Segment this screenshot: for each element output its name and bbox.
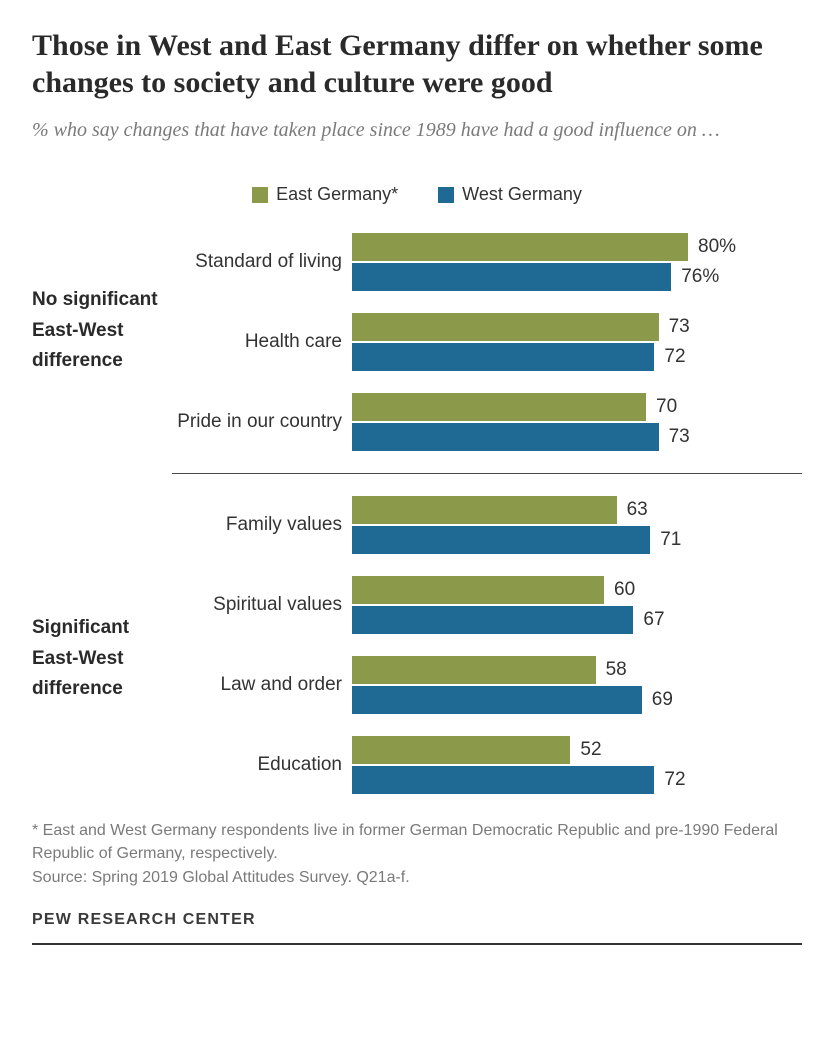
bar-value: 70	[656, 396, 677, 418]
legend-west: West Germany	[438, 184, 582, 205]
bar-value: 73	[669, 316, 690, 338]
bar-east: 70	[352, 393, 802, 421]
bar-value: 67	[643, 609, 664, 631]
bar-value: 72	[664, 346, 685, 368]
bar-value: 76%	[681, 266, 719, 288]
bar-east: 80%	[352, 233, 802, 261]
bar-fill	[352, 606, 633, 634]
source-line: Source: Spring 2019 Global Attitudes Sur…	[32, 869, 802, 887]
chart-row: Family values 63 71	[32, 496, 802, 554]
bar-east: 58	[352, 656, 802, 684]
legend-east-label: East Germany*	[276, 184, 398, 205]
chart-subtitle: % who say changes that have taken place …	[32, 117, 802, 144]
bar-fill	[352, 656, 596, 684]
bar-west: 76%	[352, 263, 802, 291]
legend-west-label: West Germany	[462, 184, 582, 205]
bar-value: 71	[660, 529, 681, 551]
bar-value: 52	[580, 739, 601, 761]
group-label-sig-diff: SignificantEast-Westdifference	[32, 613, 167, 704]
bar-west: 71	[352, 526, 802, 554]
bar-value: 73	[669, 426, 690, 448]
row-label: Family values	[32, 514, 352, 536]
bar-fill	[352, 526, 650, 554]
row-label: Standard of living	[32, 251, 352, 273]
bar-east: 73	[352, 313, 802, 341]
row-label: Education	[32, 754, 352, 776]
bar-value: 58	[606, 659, 627, 681]
bottom-rule	[32, 943, 802, 945]
chart-row: Education 52 72	[32, 736, 802, 794]
bar-west: 67	[352, 606, 802, 634]
bar-west: 72	[352, 343, 802, 371]
chart-area: No significantEast-Westdifference Signif…	[32, 233, 802, 794]
bar-value: 69	[652, 689, 673, 711]
bar-fill	[352, 736, 570, 764]
bar-fill	[352, 393, 646, 421]
bar-west: 69	[352, 686, 802, 714]
bar-value: 60	[614, 579, 635, 601]
bar-fill	[352, 576, 604, 604]
legend-east-swatch	[252, 187, 268, 203]
bar-fill	[352, 686, 642, 714]
footnote: * East and West Germany respondents live…	[32, 820, 802, 865]
bar-fill	[352, 496, 617, 524]
bar-fill	[352, 263, 671, 291]
bar-fill	[352, 423, 659, 451]
bar-fill	[352, 233, 688, 261]
bar-east: 60	[352, 576, 802, 604]
bar-west: 73	[352, 423, 802, 451]
group-divider	[172, 473, 802, 474]
bar-west: 72	[352, 766, 802, 794]
legend: East Germany* West Germany	[32, 184, 802, 205]
bar-east: 63	[352, 496, 802, 524]
bar-fill	[352, 766, 654, 794]
legend-east: East Germany*	[252, 184, 398, 205]
bar-value: 63	[627, 499, 648, 521]
chart-title: Those in West and East Germany differ on…	[32, 28, 802, 101]
group-label-no-diff: No significantEast-Westdifference	[32, 285, 167, 376]
row-label: Pride in our country	[32, 411, 352, 433]
legend-west-swatch	[438, 187, 454, 203]
bar-fill	[352, 343, 654, 371]
chart-row: Standard of living 80% 76%	[32, 233, 802, 291]
bar-value: 80%	[698, 236, 736, 258]
bar-fill	[352, 313, 659, 341]
org-name: PEW RESEARCH CENTER	[32, 911, 802, 929]
chart-row: Pride in our country 70 73	[32, 393, 802, 451]
bar-value: 72	[664, 769, 685, 791]
bar-east: 52	[352, 736, 802, 764]
